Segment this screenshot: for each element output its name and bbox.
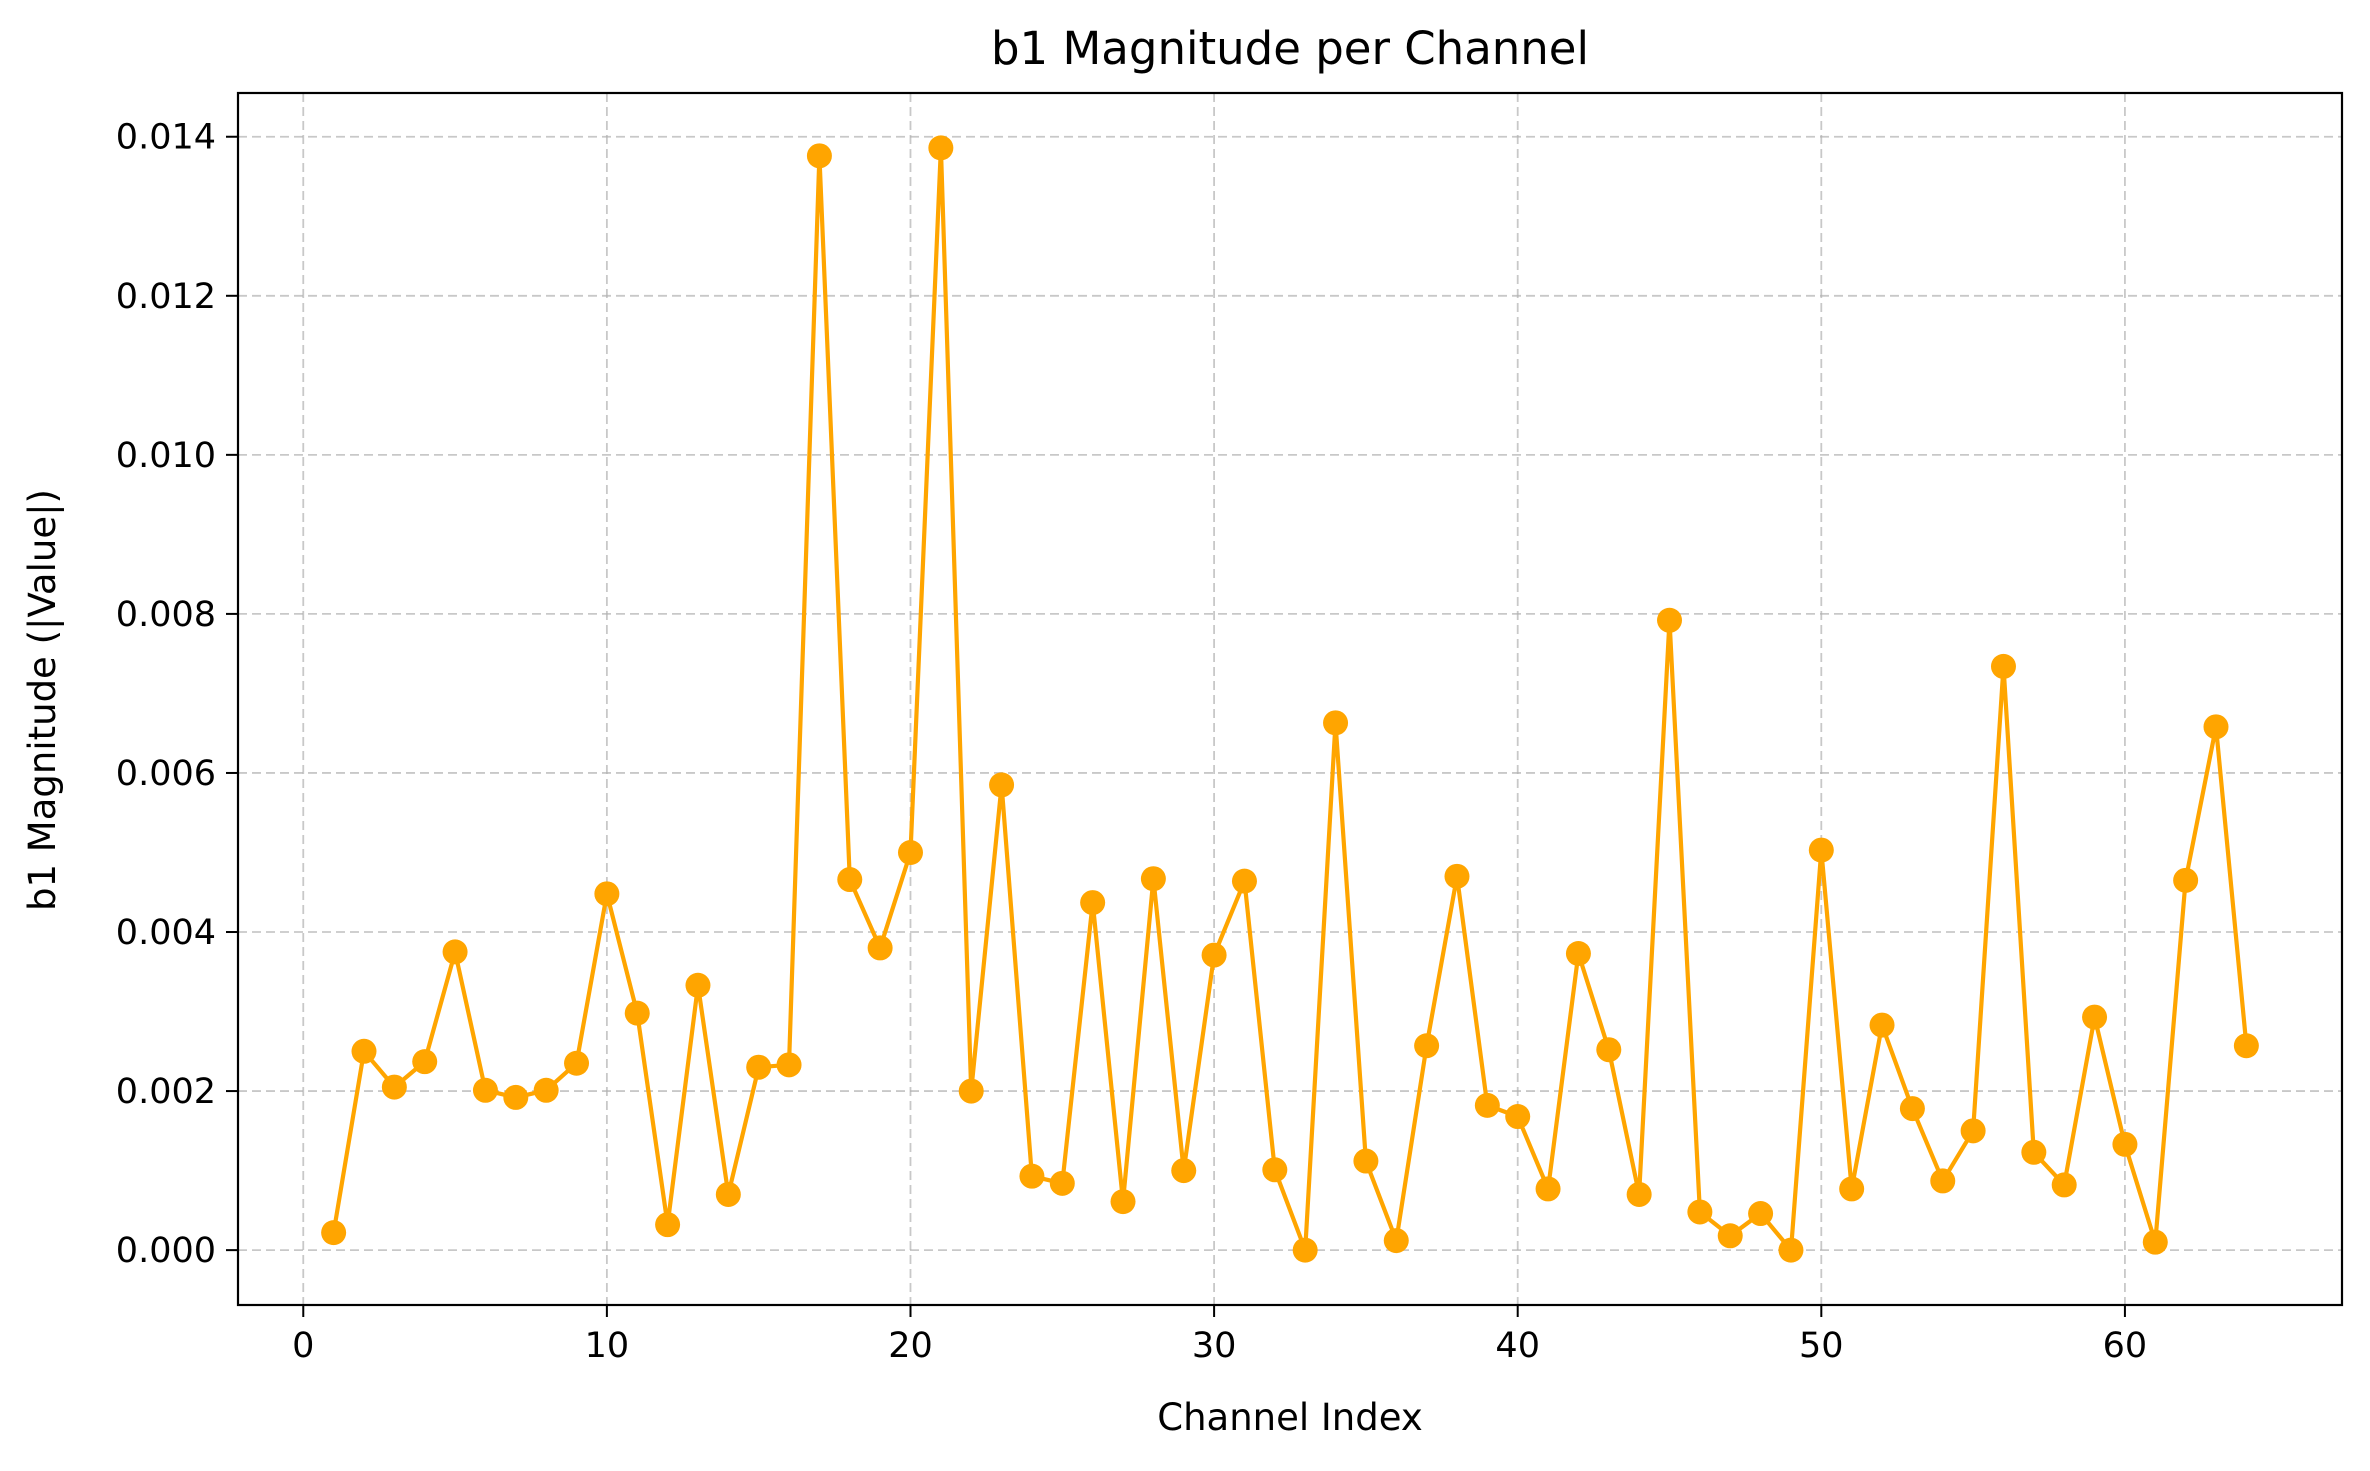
data-point <box>655 1212 681 1238</box>
data-point <box>1657 607 1683 633</box>
data-point <box>1140 866 1166 892</box>
data-point <box>2203 714 2229 740</box>
y-tick-label: 0.008 <box>116 595 216 635</box>
x-tick-label: 10 <box>585 1326 630 1366</box>
data-point <box>867 935 893 961</box>
data-point <box>1110 1189 1136 1215</box>
grid <box>238 93 2342 1305</box>
y-axis-ticks: 0.000 0.002 0.004 0.006 0.008 0.010 0.012 0.014 <box>116 118 238 1271</box>
data-point <box>2051 1172 2077 1198</box>
axes <box>236 91 2344 1307</box>
data-point <box>1930 1168 1956 1194</box>
chart-title: b1 Magnitude per Channel <box>991 22 1589 75</box>
data-point <box>1444 863 1470 889</box>
y-tick-label: 0.004 <box>116 913 216 953</box>
data-point <box>1292 1237 1318 1263</box>
data-point <box>321 1220 347 1246</box>
data-point <box>1231 868 1257 894</box>
y-axis-label: b1 Magnitude (|Value|) <box>21 489 64 911</box>
x-axis-ticks: 0 10 20 30 40 50 60 <box>292 1305 2147 1366</box>
data-point <box>806 143 832 169</box>
data-point <box>412 1049 438 1075</box>
data-point <box>472 1077 498 1103</box>
data-point <box>503 1084 529 1110</box>
data-point <box>1869 1012 1895 1038</box>
data-point <box>715 1181 741 1207</box>
y-tick-label: 0.006 <box>116 754 216 794</box>
data-point <box>1414 1033 1440 1059</box>
data-point <box>1535 1176 1561 1202</box>
y-tick-label: 0.000 <box>116 1231 216 1271</box>
data-point <box>897 839 923 865</box>
x-tick-label: 30 <box>1192 1326 1237 1366</box>
data-point <box>928 135 954 161</box>
y-tick-label: 0.002 <box>116 1072 216 1112</box>
data-point <box>1565 940 1591 966</box>
data-point <box>1687 1199 1713 1225</box>
data-point <box>958 1078 984 1104</box>
data-point <box>1171 1158 1197 1184</box>
data-point <box>1626 1181 1652 1207</box>
series-b1-magnitude <box>321 135 2259 1263</box>
x-tick-label: 40 <box>1495 1326 1540 1366</box>
data-point <box>837 867 863 893</box>
data-point <box>1778 1237 1804 1263</box>
data-point <box>624 1000 650 1026</box>
data-point <box>2233 1033 2259 1059</box>
data-point <box>776 1052 802 1078</box>
data-point <box>2173 867 2199 893</box>
data-point <box>1505 1104 1531 1130</box>
data-point <box>1990 653 2016 679</box>
series-line <box>331 145 2249 1253</box>
data-point <box>1839 1176 1865 1202</box>
data-point <box>1717 1223 1743 1249</box>
data-point <box>1808 837 1834 863</box>
data-point <box>533 1077 559 1103</box>
data-point <box>351 1038 377 1064</box>
data-point <box>989 772 1015 798</box>
data-point <box>1080 890 1106 916</box>
data-point <box>1474 1092 1500 1118</box>
y-tick-label: 0.014 <box>116 118 216 158</box>
data-point <box>564 1050 590 1076</box>
data-point <box>1960 1118 1986 1144</box>
data-point <box>1262 1157 1288 1183</box>
data-point <box>1383 1228 1409 1254</box>
x-tick-label: 60 <box>2103 1326 2148 1366</box>
data-point <box>1899 1096 1925 1122</box>
data-point <box>594 881 620 907</box>
data-point <box>1748 1201 1774 1227</box>
data-point <box>2021 1139 2047 1165</box>
plot-frame <box>236 91 2344 1307</box>
data-point <box>442 939 468 965</box>
data-point <box>1201 942 1227 968</box>
data-point <box>1019 1163 1045 1189</box>
data-point <box>685 972 711 998</box>
x-axis-label: Channel Index <box>1157 1396 1423 1439</box>
data-point <box>1049 1170 1075 1196</box>
x-tick-label: 50 <box>1799 1326 1844 1366</box>
x-tick-label: 0 <box>292 1326 314 1366</box>
data-point <box>746 1054 772 1080</box>
data-point <box>2112 1131 2138 1157</box>
data-point <box>2082 1004 2108 1030</box>
data-point <box>1323 710 1349 736</box>
y-tick-label: 0.010 <box>116 436 216 476</box>
data-point <box>1596 1037 1622 1063</box>
y-tick-label: 0.012 <box>116 277 216 317</box>
data-point <box>381 1074 407 1100</box>
x-tick-label: 20 <box>888 1326 933 1366</box>
data-point <box>2142 1229 2168 1255</box>
data-point <box>1353 1148 1379 1174</box>
